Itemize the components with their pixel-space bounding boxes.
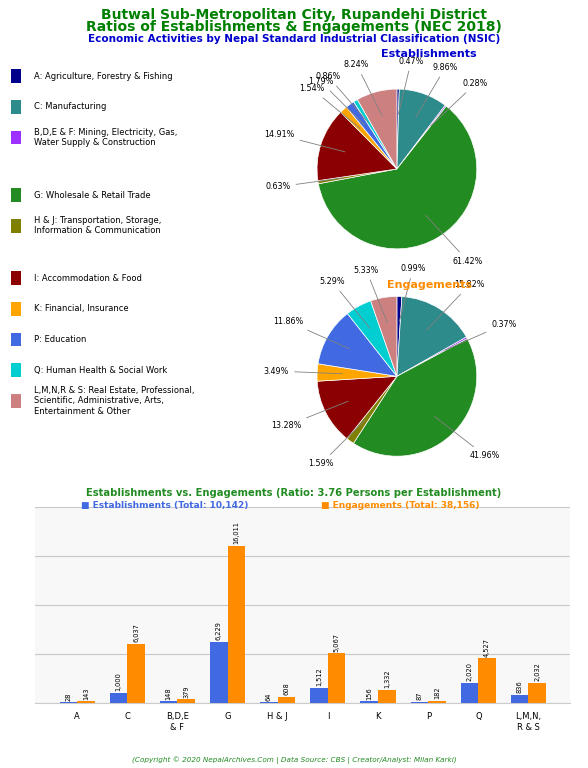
Text: 1.54%: 1.54% — [299, 84, 360, 128]
Text: 379: 379 — [183, 685, 189, 697]
Wedge shape — [319, 106, 477, 249]
Text: 11.86%: 11.86% — [273, 317, 350, 349]
Wedge shape — [370, 296, 397, 376]
Text: G: Wholesale & Retail Trade: G: Wholesale & Retail Trade — [34, 190, 151, 200]
Wedge shape — [353, 100, 397, 169]
Text: Butwal Sub-Metropolitan City, Rupandehi District: Butwal Sub-Metropolitan City, Rupandehi … — [101, 8, 487, 22]
Bar — [479, 658, 496, 703]
Text: Q: Human Health & Social Work: Q: Human Health & Social Work — [34, 366, 168, 375]
Text: 608: 608 — [283, 683, 289, 695]
Text: 0.28%: 0.28% — [430, 79, 488, 126]
Bar — [310, 688, 328, 703]
Text: 8.24%: 8.24% — [344, 60, 382, 116]
Text: 15.82%: 15.82% — [426, 280, 485, 330]
Text: B,D,E & F: Mining, Electricity, Gas,
Water Supply & Construction: B,D,E & F: Mining, Electricity, Gas, Wat… — [34, 127, 178, 147]
Text: (Copyright © 2020 NepalArchives.Com | Data Source: CBS | Creator/Analyst: Milan : (Copyright © 2020 NepalArchives.Com | Da… — [132, 756, 456, 764]
Text: 0.99%: 0.99% — [399, 264, 426, 322]
Wedge shape — [358, 89, 397, 169]
Text: 1,000: 1,000 — [115, 673, 122, 691]
Text: 2,020: 2,020 — [466, 663, 473, 681]
Bar — [228, 546, 245, 703]
Text: A: Agriculture, Forestry & Fishing: A: Agriculture, Forestry & Fishing — [34, 71, 173, 81]
Bar — [278, 697, 295, 703]
Text: 16,011: 16,011 — [233, 521, 239, 545]
Text: 0.47%: 0.47% — [398, 57, 424, 114]
Text: ■ Establishments (Total: 10,142): ■ Establishments (Total: 10,142) — [81, 501, 248, 510]
Text: 148: 148 — [166, 687, 172, 700]
Wedge shape — [397, 89, 399, 169]
Text: 61.42%: 61.42% — [426, 215, 483, 266]
Text: 5,067: 5,067 — [333, 633, 340, 651]
Text: Ratios of Establishments & Engagements (NEC 2018): Ratios of Establishments & Engagements (… — [86, 20, 502, 34]
Bar — [178, 699, 195, 703]
Wedge shape — [347, 376, 397, 443]
Wedge shape — [340, 107, 397, 169]
Text: Establishments: Establishments — [382, 49, 477, 59]
Text: 1.59%: 1.59% — [308, 420, 365, 468]
Wedge shape — [397, 296, 402, 376]
Text: I: Accommodation & Food: I: Accommodation & Food — [34, 273, 142, 283]
Bar — [110, 693, 127, 703]
Wedge shape — [317, 112, 397, 180]
Text: H & J: Transportation, Storage,
Information & Communication: H & J: Transportation, Storage, Informat… — [34, 216, 162, 236]
Text: 0.86%: 0.86% — [316, 72, 368, 122]
Wedge shape — [353, 339, 477, 456]
Text: 3.49%: 3.49% — [264, 366, 342, 376]
Text: Economic Activities by Nepal Standard Industrial Classification (NSIC): Economic Activities by Nepal Standard In… — [88, 34, 500, 44]
Text: 14.91%: 14.91% — [264, 131, 345, 152]
Bar — [328, 653, 345, 703]
Bar — [378, 690, 396, 703]
Bar — [461, 683, 479, 703]
Bar — [77, 701, 95, 703]
Bar — [127, 644, 145, 703]
Bar — [160, 701, 178, 703]
Text: ■ Engagements (Total: 38,156): ■ Engagements (Total: 38,156) — [320, 501, 479, 510]
Wedge shape — [397, 296, 466, 376]
Text: 9.86%: 9.86% — [416, 63, 458, 118]
Text: Engagements: Engagements — [387, 280, 472, 290]
Text: 182: 182 — [434, 687, 440, 700]
Text: 6,229: 6,229 — [216, 621, 222, 641]
Text: 1.79%: 1.79% — [308, 78, 365, 125]
Text: 41.96%: 41.96% — [434, 416, 500, 460]
Bar — [210, 642, 228, 703]
Text: 1,332: 1,332 — [384, 670, 390, 688]
Wedge shape — [397, 105, 446, 169]
Bar — [511, 694, 529, 703]
Wedge shape — [318, 169, 397, 184]
Text: 836: 836 — [517, 680, 523, 693]
Wedge shape — [397, 337, 467, 376]
Text: L,M,N,R & S: Real Estate, Professional,
Scientific, Administrative, Arts,
Entert: L,M,N,R & S: Real Estate, Professional, … — [34, 386, 195, 415]
Text: 87: 87 — [416, 692, 422, 700]
Wedge shape — [348, 301, 397, 376]
Text: 28: 28 — [65, 693, 71, 701]
Bar — [410, 702, 428, 703]
Text: Establishments vs. Engagements (Ratio: 3.76 Persons per Establishment): Establishments vs. Engagements (Ratio: 3… — [86, 488, 502, 498]
Bar — [529, 683, 546, 703]
Text: 13.28%: 13.28% — [271, 401, 348, 431]
Text: 156: 156 — [366, 687, 372, 700]
Wedge shape — [397, 89, 445, 169]
Bar — [428, 701, 446, 703]
Text: K: Financial, Insurance: K: Financial, Insurance — [34, 304, 129, 313]
Text: 2,032: 2,032 — [534, 663, 540, 681]
Text: C: Manufacturing: C: Manufacturing — [34, 102, 106, 111]
Text: 1,512: 1,512 — [316, 667, 322, 687]
Text: 64: 64 — [266, 692, 272, 700]
Bar — [360, 701, 378, 703]
Wedge shape — [317, 364, 397, 381]
Text: P: Education: P: Education — [34, 335, 86, 344]
Wedge shape — [318, 313, 397, 376]
Text: 4,527: 4,527 — [484, 638, 490, 657]
Text: 0.37%: 0.37% — [445, 319, 517, 350]
Wedge shape — [346, 102, 397, 169]
Text: 143: 143 — [83, 687, 89, 700]
Text: 5.33%: 5.33% — [353, 266, 387, 323]
Text: 5.29%: 5.29% — [319, 277, 370, 329]
Text: 0.63%: 0.63% — [265, 178, 343, 191]
Text: 6,037: 6,037 — [133, 624, 139, 642]
Wedge shape — [317, 376, 397, 439]
